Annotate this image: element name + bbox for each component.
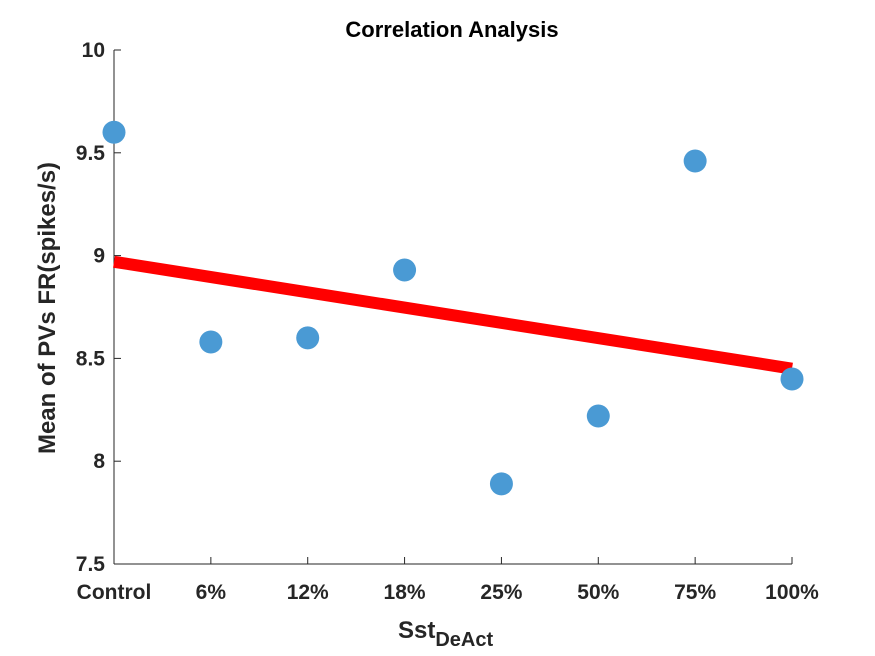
y-tick-label: 9 xyxy=(93,245,105,268)
x-axis-label-main: Sst xyxy=(398,617,435,644)
data-point xyxy=(199,330,223,354)
chart-title: Correlation Analysis xyxy=(345,17,558,42)
axes xyxy=(113,50,792,565)
y-tick-label: 7.5 xyxy=(76,553,106,576)
x-axis-label-subscript: DeAct xyxy=(435,629,493,651)
y-tick-label: 10 xyxy=(82,39,105,62)
y-tick-label: 8.5 xyxy=(76,347,106,370)
points-group xyxy=(102,120,804,496)
trendline xyxy=(113,255,793,375)
data-point xyxy=(393,258,417,282)
x-tick-label: 100% xyxy=(765,581,819,604)
data-point xyxy=(296,326,320,350)
y-axis-label: Mean of PVs FR(spikes/s) xyxy=(34,162,61,454)
y-ticks: 7.5 8 8.5 9 9.5 10 xyxy=(76,39,121,576)
trendline-group xyxy=(113,255,793,375)
data-point xyxy=(683,149,707,173)
x-tick-label: 75% xyxy=(674,581,716,604)
y-tick-label: 8 xyxy=(93,450,105,473)
data-point xyxy=(489,472,513,496)
data-point xyxy=(780,367,804,391)
x-tick-label: 12% xyxy=(287,581,329,604)
data-point xyxy=(586,404,610,428)
x-tick-label: 25% xyxy=(480,581,522,604)
x-tick-label: Control xyxy=(77,581,152,604)
x-tick-label: 6% xyxy=(196,581,227,604)
x-tick-label: 18% xyxy=(384,581,426,604)
x-tick-label: 50% xyxy=(577,581,619,604)
x-ticks: Control 6% 12% 18% 25% 50% 75% 100% xyxy=(77,557,819,604)
y-tick-label: 9.5 xyxy=(76,142,106,165)
x-axis-label: SstDeAct xyxy=(398,617,493,651)
data-point xyxy=(102,120,126,144)
